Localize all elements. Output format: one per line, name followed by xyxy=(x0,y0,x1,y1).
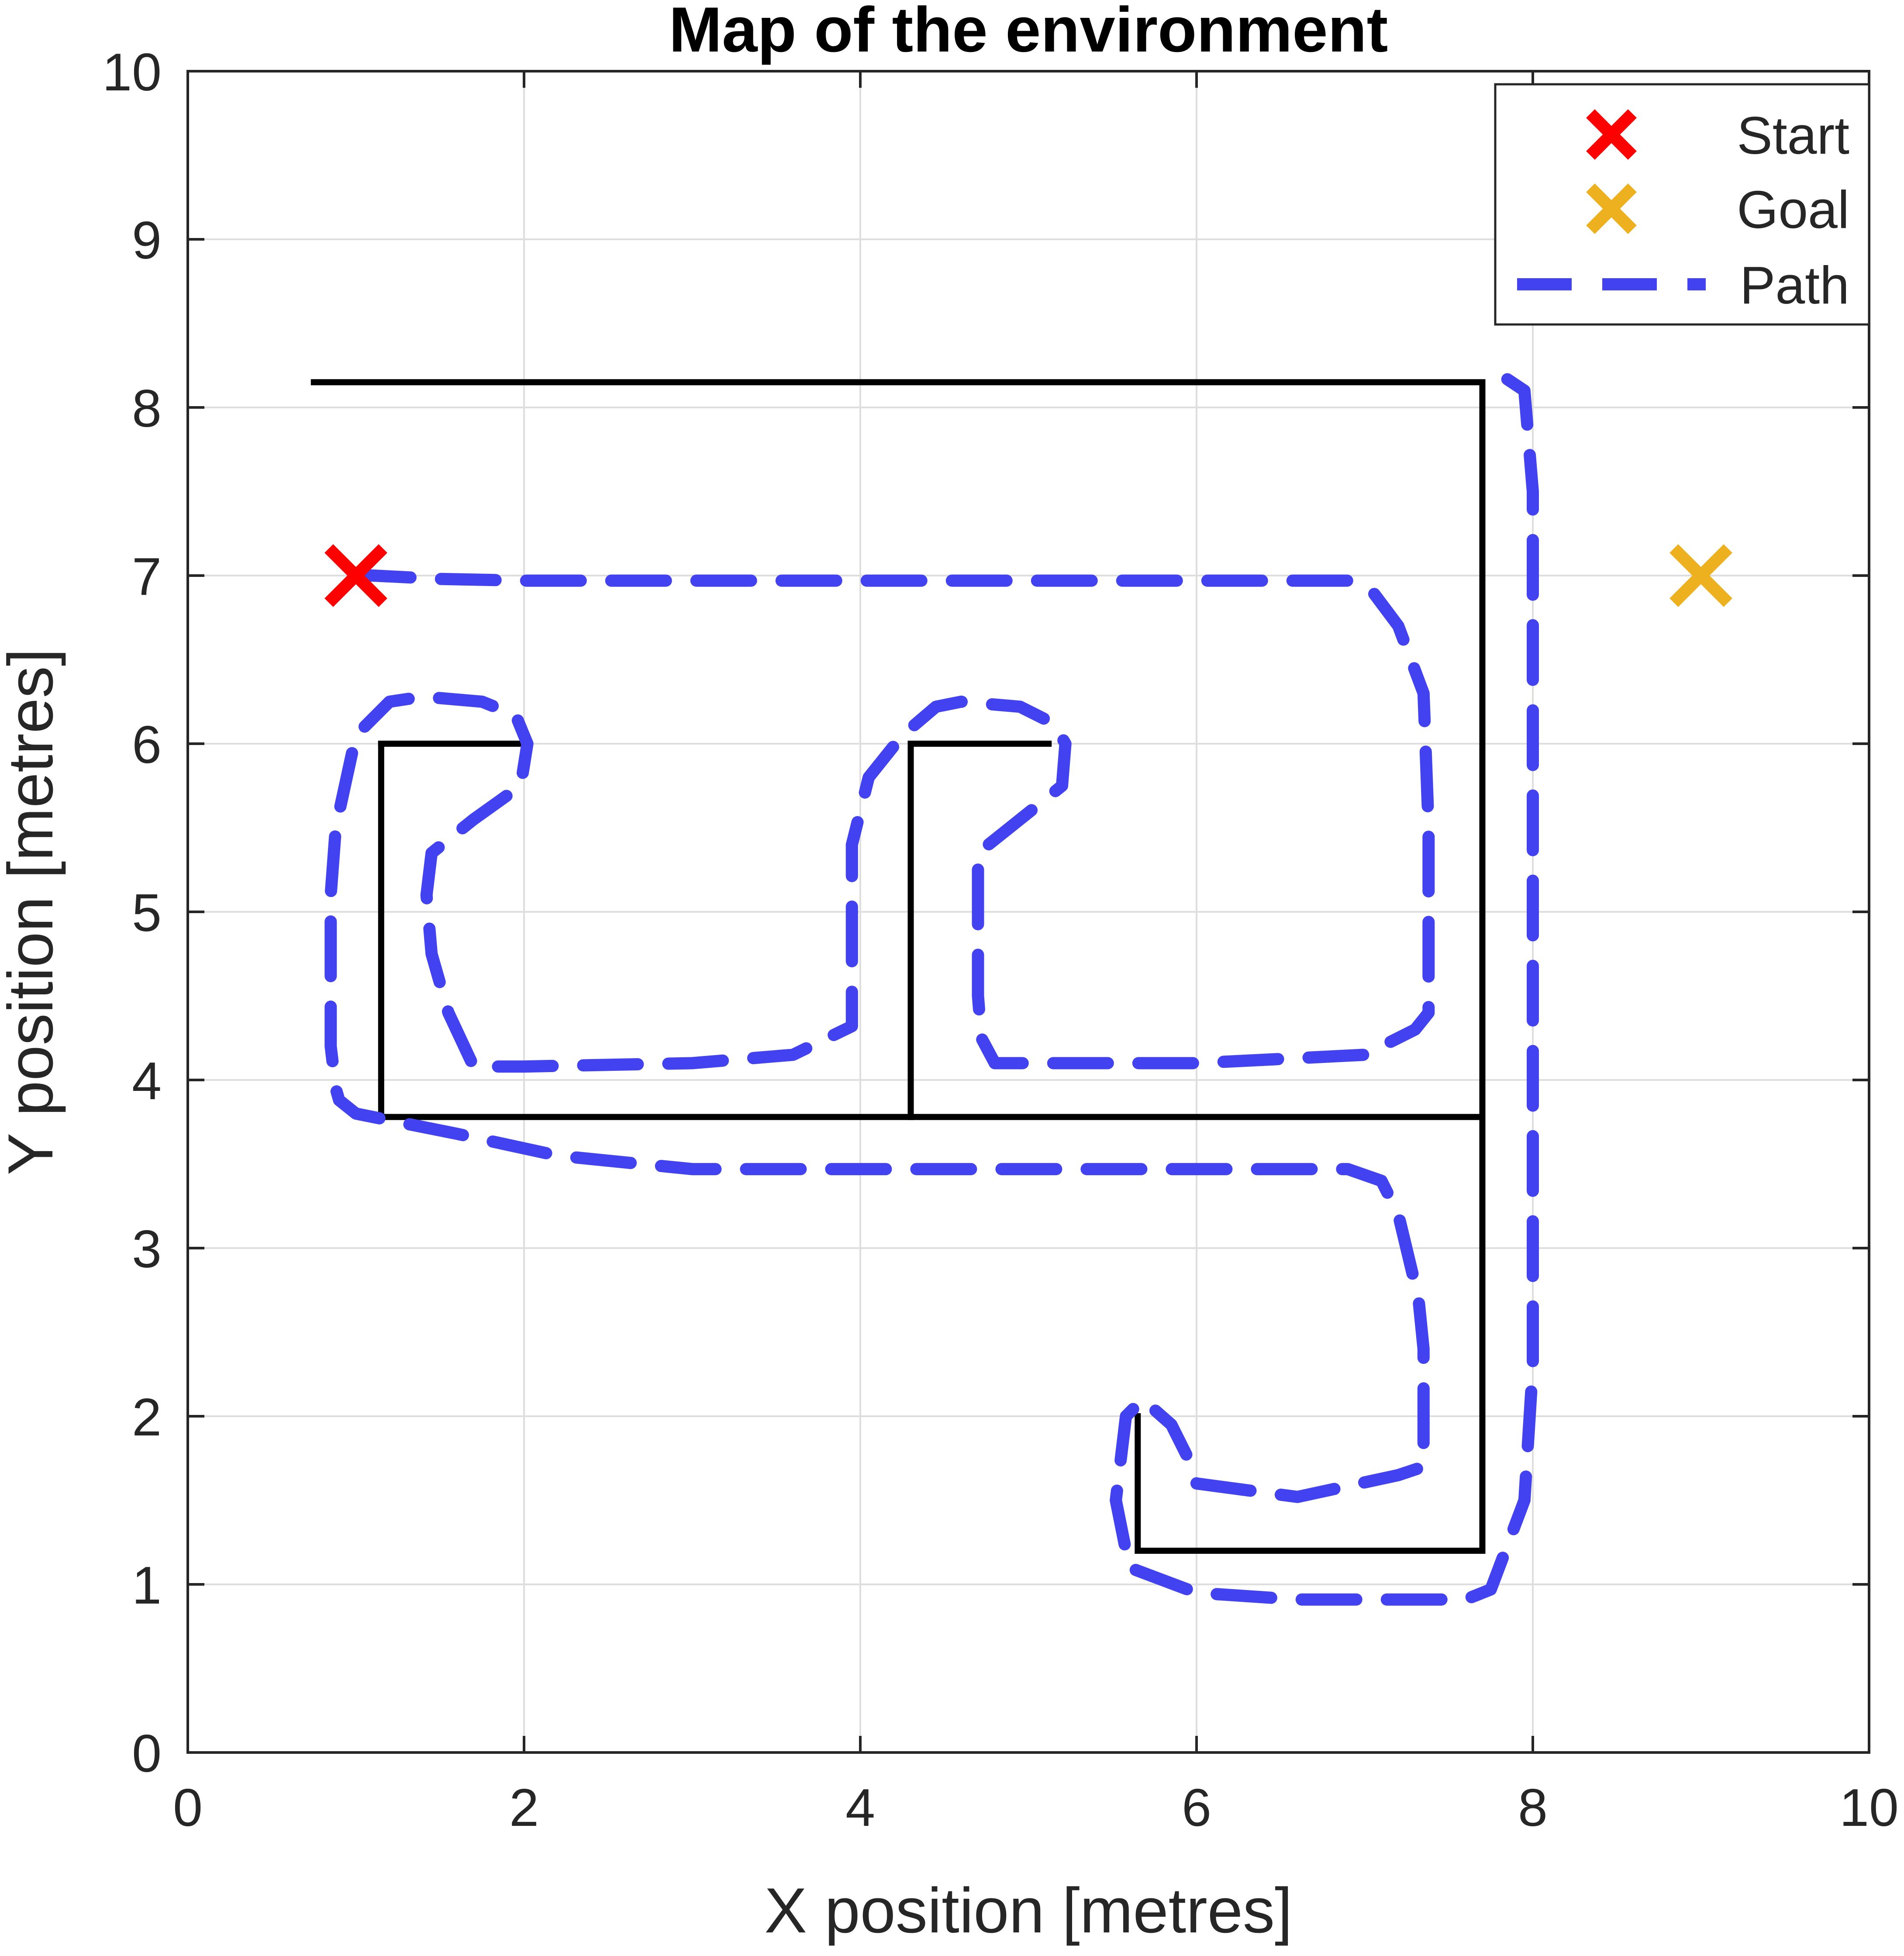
x-tick-label: 10 xyxy=(1839,1778,1899,1837)
goal-marker xyxy=(1669,544,1732,607)
y-tick-label: 3 xyxy=(132,1219,162,1279)
y-tick-label: 10 xyxy=(102,42,162,102)
wall-segment xyxy=(907,741,1052,1120)
wall-segment xyxy=(310,379,1486,1554)
y-tick-label: 4 xyxy=(132,1051,162,1111)
legend-goal-symbol-stroke xyxy=(1586,183,1637,234)
markers xyxy=(324,544,1732,607)
ticks: 0 2 4 6 8 10 0 1 2 3 4 5 6 7 8 9 10 xyxy=(102,42,1899,1837)
y-tick-label: 5 xyxy=(132,883,162,942)
y-tick-label: 9 xyxy=(132,210,162,270)
legend-path-label: Path xyxy=(1740,255,1849,315)
y-tick-label: 7 xyxy=(132,547,162,606)
legend-start-symbol-stroke xyxy=(1586,109,1637,160)
legend: Start Goal Path xyxy=(1494,83,1870,326)
y-tick-label: 1 xyxy=(132,1556,162,1615)
walls xyxy=(310,379,1486,1554)
legend-start-label: Start xyxy=(1737,106,1849,165)
path-series xyxy=(324,368,1539,1606)
x-tick-label: 2 xyxy=(509,1778,539,1837)
legend-start-symbol xyxy=(1586,109,1637,160)
chart-title: Map of the environment xyxy=(669,0,1388,65)
start-marker-stroke xyxy=(324,544,387,607)
x-tick-label: 8 xyxy=(1518,1778,1548,1837)
x-tick-label: 4 xyxy=(845,1778,875,1837)
start-marker xyxy=(324,544,387,607)
y-tick-label: 2 xyxy=(132,1387,162,1447)
y-tick-label: 0 xyxy=(132,1724,162,1783)
x-axis-label: X position [metres] xyxy=(764,1875,1292,1946)
goal-marker-stroke xyxy=(1669,544,1732,607)
legend-goal-label: Goal xyxy=(1737,180,1849,239)
y-tick-label: 6 xyxy=(132,715,162,774)
y-axis-label: Y position [metres] xyxy=(0,649,66,1175)
x-tick-label: 0 xyxy=(173,1778,203,1837)
legend-goal-symbol xyxy=(1586,183,1637,234)
path-line xyxy=(324,368,1539,1606)
y-tick-label: 8 xyxy=(132,379,162,438)
x-tick-label: 6 xyxy=(1182,1778,1211,1837)
